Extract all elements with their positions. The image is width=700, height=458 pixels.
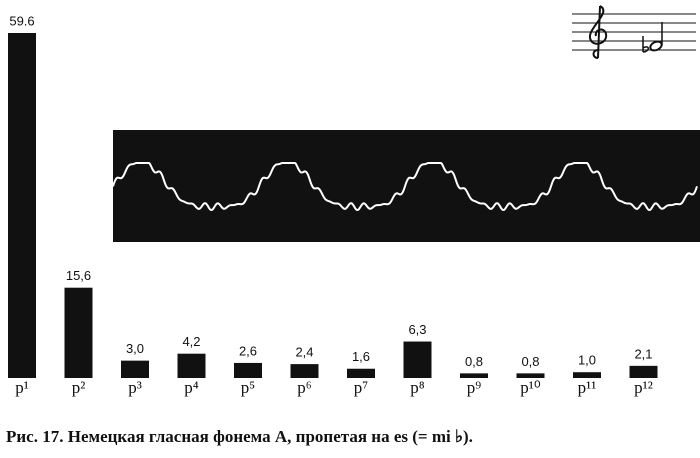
value-label: 15,6 <box>66 268 91 283</box>
bar <box>64 287 93 378</box>
caption: Рис. 17. Немецкая гласная фонема A, проп… <box>6 427 473 446</box>
bar <box>290 364 319 378</box>
category-label: p³ <box>128 378 142 397</box>
category-label: p¹¹ <box>578 378 597 397</box>
category-label: p¹⁰ <box>520 378 541 397</box>
bar <box>460 373 488 378</box>
value-label: 4,2 <box>182 334 200 349</box>
bar <box>177 353 206 378</box>
value-label: 3,0 <box>126 341 144 356</box>
value-label: 2,6 <box>239 343 257 358</box>
value-label: 1,6 <box>352 349 370 364</box>
category-label: p⁷ <box>354 378 369 397</box>
value-label: 0,8 <box>465 354 483 369</box>
category-label: p¹ <box>15 378 29 397</box>
value-label: 59.6 <box>9 13 34 28</box>
value-label: 0,8 <box>521 354 539 369</box>
value-label: 2,4 <box>295 345 313 360</box>
bar <box>8 33 36 378</box>
category-label: p⁹ <box>467 378 482 397</box>
bar <box>234 362 262 378</box>
bar <box>629 365 658 378</box>
category-label: p² <box>72 378 86 397</box>
waveform-panel <box>113 130 700 242</box>
category-label: p⁵ <box>241 378 256 397</box>
category-label: p⁴ <box>184 378 199 397</box>
category-label: p⁸ <box>410 378 425 397</box>
bar <box>121 360 149 378</box>
value-label: 2,1 <box>634 346 652 361</box>
waveform <box>112 162 698 212</box>
bar <box>516 373 545 378</box>
value-label: 6,3 <box>408 322 426 337</box>
category-label: p¹² <box>634 378 653 397</box>
value-label: 1,0 <box>578 353 596 368</box>
bar <box>347 368 375 378</box>
music-staff <box>572 5 696 59</box>
category-label: p⁶ <box>297 378 312 397</box>
bar <box>403 341 432 378</box>
bar <box>573 372 601 378</box>
